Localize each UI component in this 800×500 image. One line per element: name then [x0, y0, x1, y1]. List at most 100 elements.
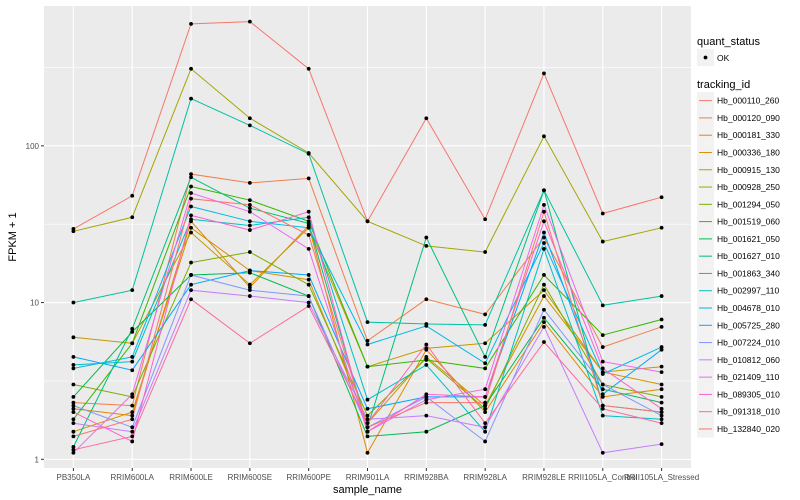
- data-point: [306, 209, 311, 214]
- data-point: [189, 96, 193, 101]
- data-point: [247, 198, 252, 203]
- data-point: [71, 434, 76, 439]
- data-point: [542, 282, 546, 287]
- data-point: [424, 297, 429, 302]
- y-tick-label: 10: [30, 299, 39, 308]
- data-point: [189, 21, 193, 26]
- legend-item: Hb_091318_010: [697, 403, 780, 421]
- data-point: [247, 19, 252, 24]
- data-point: [365, 434, 370, 439]
- data-point: [600, 382, 605, 387]
- data-point: [306, 151, 311, 156]
- x-tick-label: RRIM600LA: [110, 473, 154, 482]
- data-point: [306, 246, 311, 251]
- data-point: [306, 304, 311, 308]
- data-point: [542, 209, 546, 214]
- legend-item: Hb_132840_020: [697, 420, 780, 438]
- data-point: [542, 235, 546, 240]
- data-point: [306, 273, 311, 277]
- data-point: [424, 363, 429, 367]
- data-point: [483, 312, 488, 317]
- data-point: [542, 134, 546, 139]
- data-point: [365, 406, 370, 411]
- data-point: [189, 217, 193, 222]
- data-point: [247, 341, 252, 346]
- data-point: [189, 191, 193, 195]
- legend-label: Hb_000181_330: [717, 130, 780, 140]
- x-axis-title: sample_name: [333, 484, 402, 496]
- x-tick-label: RRIM600LE: [169, 473, 213, 482]
- data-point: [542, 288, 546, 293]
- data-point: [542, 230, 546, 235]
- data-point: [600, 413, 605, 418]
- data-point: [306, 294, 311, 298]
- data-point: [483, 250, 488, 254]
- data-point: [247, 123, 252, 128]
- x-axis: PB350LA RRIM600LA RRIM600LE RRIM600SE RRIM60…: [57, 468, 699, 482]
- legend-label: Hb_001627_010: [717, 251, 780, 261]
- data-point: [659, 370, 664, 375]
- x-tick-label: RRIM928LE: [522, 473, 566, 482]
- x-tick-label: RRIM600SE: [228, 473, 272, 482]
- data-point: [247, 206, 252, 211]
- data-point: [71, 300, 76, 305]
- legend-label: Hb_000120_090: [717, 113, 780, 123]
- data-point: [542, 273, 546, 277]
- legend-item: Hb_001519_060: [697, 212, 780, 231]
- data-point: [130, 368, 135, 373]
- data-point: [365, 413, 370, 418]
- data-point: [247, 116, 252, 121]
- legend-item: Hb_000928_250: [697, 178, 780, 196]
- data-point: [71, 355, 76, 359]
- data-point: [483, 421, 488, 426]
- data-point: [306, 221, 311, 226]
- data-point: [365, 219, 370, 224]
- data-point: [130, 410, 135, 415]
- data-point: [600, 395, 605, 399]
- data-point: [247, 228, 252, 232]
- data-point: [600, 372, 605, 376]
- legend-label: Hb_021409_110: [717, 372, 780, 382]
- data-point: [483, 406, 488, 411]
- data-point: [424, 235, 429, 240]
- data-point: [71, 417, 76, 422]
- data-point: [247, 294, 252, 298]
- legend-label: Hb_000915_130: [717, 165, 780, 175]
- x-tick-label: RRIM600PE: [286, 473, 330, 482]
- data-point: [483, 400, 488, 405]
- data-point: [189, 172, 193, 177]
- data-point: [542, 202, 546, 207]
- legend-label: Hb_091318_010: [717, 407, 780, 417]
- data-point: [130, 355, 135, 359]
- data-point: [659, 317, 664, 322]
- data-point: [659, 406, 664, 411]
- data-point: [659, 413, 664, 418]
- data-point: [659, 421, 664, 426]
- data-point: [306, 233, 311, 237]
- data-point: [189, 213, 193, 218]
- data-point: [306, 277, 311, 282]
- data-point: [659, 324, 664, 329]
- data-point: [424, 429, 429, 434]
- data-point: [483, 429, 488, 434]
- data-point: [71, 450, 76, 455]
- data-point: [483, 439, 488, 444]
- data-point: [659, 417, 664, 422]
- data-point: [424, 392, 429, 397]
- data-point: [130, 395, 135, 399]
- data-point: [659, 387, 664, 392]
- data-point: [130, 193, 135, 198]
- data-point: [189, 260, 193, 265]
- data-point: [189, 175, 193, 180]
- data-point: [600, 333, 605, 338]
- data-point: [130, 413, 135, 418]
- data-point: [130, 326, 135, 331]
- legend-label: Hb_000336_180: [717, 147, 780, 157]
- legend-label: Hb_000110_260: [717, 96, 780, 106]
- data-point: [659, 294, 664, 298]
- data-point: [306, 282, 311, 287]
- data-point: [247, 202, 252, 207]
- data-point: [659, 225, 664, 230]
- data-point: [247, 268, 252, 273]
